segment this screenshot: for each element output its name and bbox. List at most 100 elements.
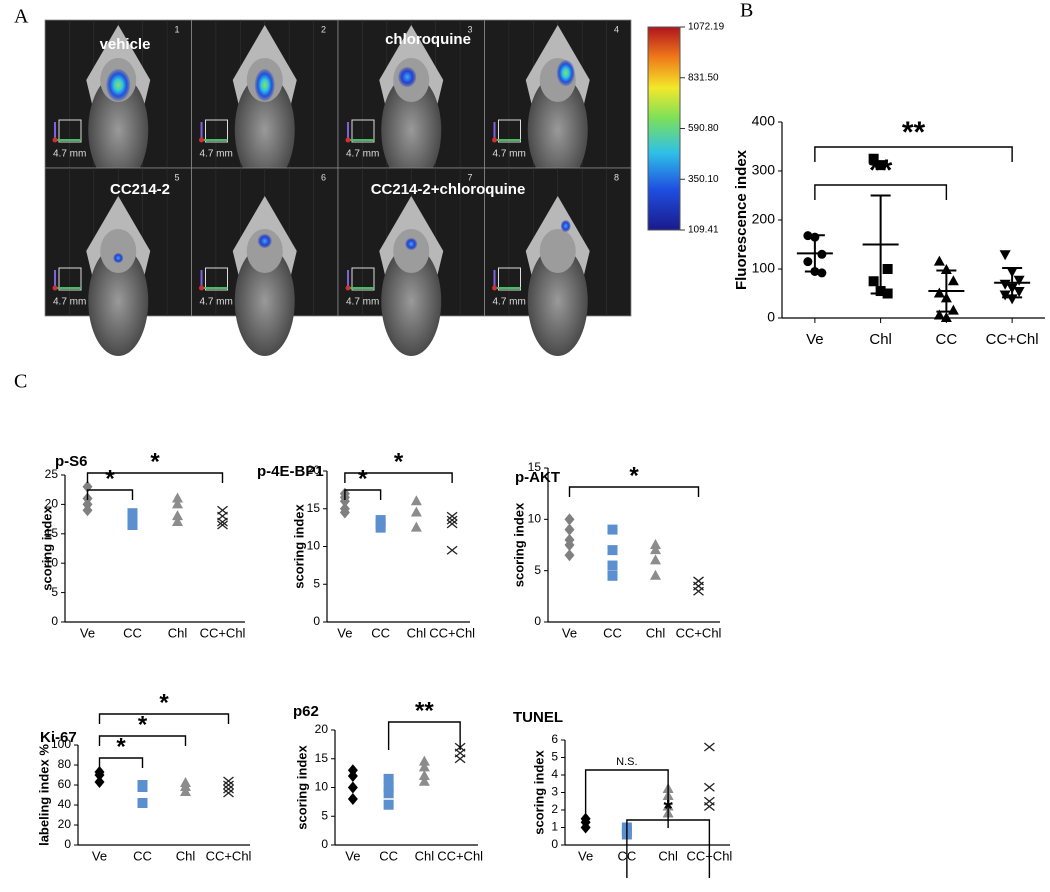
axis-origin	[199, 285, 204, 291]
point	[383, 773, 394, 784]
mouse-body	[527, 246, 588, 356]
group-label: CC214-2+chloroquine	[371, 181, 526, 198]
signal	[257, 234, 272, 248]
image-cell: 4.7 mm 2	[191, 19, 339, 185]
mouse-head	[100, 229, 137, 273]
x-tick-label: Ve	[337, 625, 352, 640]
point	[940, 312, 952, 322]
significance-label: *	[150, 448, 160, 475]
signal	[113, 253, 124, 263]
point	[410, 521, 422, 532]
mouse-head	[393, 229, 430, 273]
scale-box	[498, 119, 521, 143]
image-cell: 4.7 mm 1	[44, 19, 192, 185]
point	[217, 517, 228, 527]
colorbar-tick-label: 109.41	[688, 225, 719, 236]
y-tick-label: 0	[51, 614, 58, 628]
point	[947, 275, 959, 286]
point	[454, 754, 466, 764]
x-tick-label: Ve	[80, 625, 95, 640]
point	[564, 523, 575, 536]
y-tick-label: 80	[58, 757, 72, 771]
x-tick-label: Chl	[646, 625, 666, 640]
y-tick-label: 0	[551, 837, 558, 851]
point	[607, 524, 618, 535]
point	[339, 506, 350, 519]
chart-title: p62	[293, 703, 319, 720]
y-tick-label: 1	[551, 820, 558, 834]
signal	[560, 220, 571, 232]
point	[339, 495, 350, 508]
y-tick-label: 10	[315, 780, 329, 794]
y-tick-label: 20	[45, 497, 59, 511]
point	[933, 255, 945, 266]
colorbar-tick-label: 350.10	[688, 174, 719, 185]
significance-bracket	[98, 713, 230, 724]
y-tick-label: 0	[534, 614, 541, 628]
significance-label: *	[159, 689, 169, 716]
point	[446, 519, 458, 529]
x-tick-label: Ve	[345, 848, 360, 863]
point	[446, 511, 458, 521]
point	[383, 782, 394, 793]
image-cell: 4.7 mm 6	[191, 167, 339, 356]
point	[693, 586, 704, 596]
y-tick-label: 5	[551, 750, 558, 764]
point	[127, 514, 138, 525]
error-bar	[870, 194, 891, 295]
point	[650, 569, 661, 580]
x-tick-label: Chl	[869, 331, 892, 348]
mouse-body	[381, 75, 442, 185]
point	[703, 742, 715, 752]
axis-origin	[52, 285, 58, 291]
y-tick-label: 15	[45, 526, 59, 540]
panel-label: C	[14, 371, 27, 393]
y-tick-label: 200	[752, 211, 776, 227]
point	[607, 560, 618, 571]
colorbar-tick-label: 1072.19	[688, 22, 725, 33]
point	[446, 545, 458, 555]
y-tick-label: 5	[313, 576, 320, 590]
chart-title: p-AKT	[515, 469, 560, 486]
y-axis-label: Fluorescence index	[733, 149, 750, 290]
y-tick-label: 0	[767, 309, 775, 325]
point	[347, 793, 358, 805]
point	[410, 506, 422, 517]
significance-bracket	[86, 472, 224, 483]
colorbar-tick-label: 831.50	[688, 72, 719, 83]
frame-number: 4	[614, 24, 619, 34]
frame-number: 6	[321, 172, 326, 182]
point	[868, 276, 879, 287]
point	[347, 770, 358, 782]
scale-label: 4.7 mm	[53, 297, 86, 308]
significance-label: *	[138, 711, 148, 738]
signal	[405, 238, 418, 250]
scale-box	[498, 267, 521, 291]
point	[418, 770, 430, 780]
point	[418, 761, 430, 772]
frame-number: 1	[174, 24, 179, 34]
axis-origin	[345, 285, 351, 291]
image-cell: 4.7 mm 5	[44, 167, 192, 356]
mouse-head	[539, 229, 576, 273]
point	[410, 495, 422, 506]
y-tick-label: 3	[551, 785, 558, 799]
point	[94, 776, 105, 788]
x-tick-label: CC+Chl	[986, 331, 1039, 348]
x-tick-label: CC	[123, 625, 142, 640]
point	[418, 755, 430, 766]
axis-origin	[492, 137, 497, 143]
x-tick-label: CC+Chl	[429, 625, 475, 640]
point	[1013, 287, 1025, 298]
axis-origin	[52, 137, 58, 143]
x-tick-label: CC	[371, 625, 390, 640]
y-tick-label: 10	[307, 539, 321, 553]
point	[650, 539, 661, 549]
group-label: CC214-2	[110, 181, 170, 198]
point	[223, 788, 234, 798]
point	[1013, 275, 1025, 286]
frame-number: 7	[467, 172, 472, 182]
mouse-body	[234, 246, 295, 356]
frame-number: 3	[467, 24, 472, 34]
